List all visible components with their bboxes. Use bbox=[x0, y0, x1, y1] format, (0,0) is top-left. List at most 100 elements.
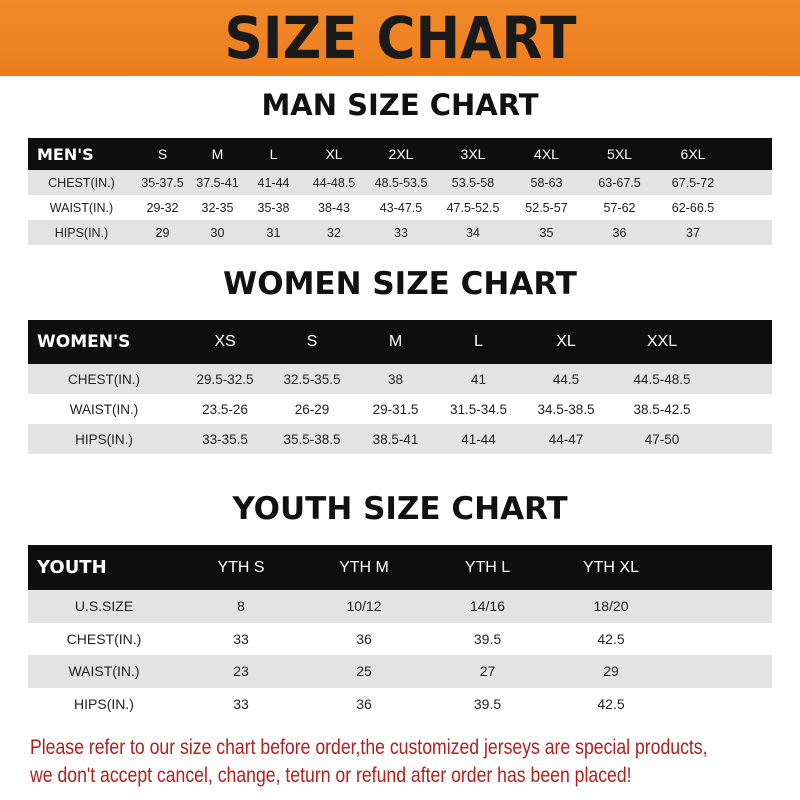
table-cell: 30 bbox=[190, 220, 245, 245]
size-label: 6XL bbox=[656, 138, 730, 170]
row-label: U.S.SIZE bbox=[28, 590, 180, 623]
table-cell: 39.5 bbox=[426, 687, 549, 720]
youth-size-table: YOUTH YTH S YTH M YTH L YTH XL U.S.SIZE 8 10/12… bbox=[28, 545, 772, 720]
table-cell: 63-67.5 bbox=[583, 170, 656, 195]
table-cell: 58-63 bbox=[510, 170, 583, 195]
size-label: 2XL bbox=[366, 138, 436, 170]
table-cell: 36 bbox=[302, 622, 426, 655]
table-cell: 39.5 bbox=[426, 622, 549, 655]
table-cell: 44-47 bbox=[520, 424, 612, 454]
spacer-cell bbox=[712, 320, 772, 364]
row-label: HIPS(IN.) bbox=[28, 220, 135, 245]
size-label: XL bbox=[520, 320, 612, 364]
order-notice-line: Please refer to our size chart before or… bbox=[30, 736, 708, 759]
table-cell: 62-66.5 bbox=[656, 195, 730, 220]
table-cell: 33 bbox=[180, 687, 302, 720]
header-row: YOUTH YTH S YTH M YTH L YTH XL bbox=[28, 545, 772, 590]
table-cell: 37 bbox=[656, 220, 730, 245]
table-cell: 29 bbox=[135, 220, 190, 245]
spacer-cell bbox=[730, 195, 772, 220]
table-cell: 33-35.5 bbox=[180, 424, 270, 454]
table-cell: 44.5 bbox=[520, 364, 612, 394]
table-cell: 52.5-57 bbox=[510, 195, 583, 220]
table-cell: 33 bbox=[180, 622, 302, 655]
size-label: M bbox=[190, 138, 245, 170]
size-label: YTH S bbox=[180, 545, 302, 590]
table-cell: 18/20 bbox=[549, 590, 673, 623]
spacer-cell bbox=[673, 545, 772, 590]
table-cell: 29-32 bbox=[135, 195, 190, 220]
table-cell: 41-44 bbox=[245, 170, 302, 195]
table-cell: 38 bbox=[354, 364, 437, 394]
row-label: HIPS(IN.) bbox=[28, 687, 180, 720]
size-label: L bbox=[437, 320, 520, 364]
table-row: HIPS(IN.) 33-35.5 35.5-38.5 38.5-41 41-44 44-… bbox=[28, 424, 772, 454]
table-cell: 32-35 bbox=[190, 195, 245, 220]
size-label: YTH XL bbox=[549, 545, 673, 590]
spacer-cell bbox=[730, 170, 772, 195]
men-size-table: MEN'S S M L XL 2XL 3XL 4XL 5XL 6XL CHEST(IN.) 35-37… bbox=[28, 138, 772, 245]
size-label: YTH M bbox=[302, 545, 426, 590]
table-cell: 27 bbox=[426, 655, 549, 688]
spacer-cell bbox=[673, 622, 772, 655]
table-cell: 35-38 bbox=[245, 195, 302, 220]
size-label: XS bbox=[180, 320, 270, 364]
size-label: S bbox=[270, 320, 354, 364]
women-section-title: WOMEN SIZE CHART bbox=[223, 266, 577, 302]
row-label: CHEST(IN.) bbox=[28, 622, 180, 655]
size-label: L bbox=[245, 138, 302, 170]
table-row: HIPS(IN.) 33 36 39.5 42.5 bbox=[28, 687, 772, 720]
spacer-cell bbox=[730, 220, 772, 245]
table-cell: 37.5-41 bbox=[190, 170, 245, 195]
row-label: CHEST(IN.) bbox=[28, 170, 135, 195]
table-row: CHEST(IN.) 35-37.5 37.5-41 41-44 44-48.5 48.5… bbox=[28, 170, 772, 195]
table-cell: 38-43 bbox=[302, 195, 366, 220]
table-cell: 38.5-41 bbox=[354, 424, 437, 454]
order-notice: Please refer to our size chart before or… bbox=[30, 734, 708, 790]
size-label: XL bbox=[302, 138, 366, 170]
order-notice-line: we don't accept cancel, change, teturn o… bbox=[30, 764, 632, 787]
spacer-cell bbox=[673, 655, 772, 688]
table-row: U.S.SIZE 8 10/12 14/16 18/20 bbox=[28, 590, 772, 623]
header-row: MEN'S S M L XL 2XL 3XL 4XL 5XL 6XL bbox=[28, 138, 772, 170]
table-cell: 31.5-34.5 bbox=[437, 394, 520, 424]
table-heading: YOUTH bbox=[28, 545, 180, 590]
row-label: WAIST(IN.) bbox=[28, 195, 135, 220]
table-cell: 14/16 bbox=[426, 590, 549, 623]
table-cell: 29.5-32.5 bbox=[180, 364, 270, 394]
table-cell: 34 bbox=[436, 220, 510, 245]
table-cell: 42.5 bbox=[549, 622, 673, 655]
table-row: WAIST(IN.) 23.5-26 26-29 29-31.5 31.5-34.5 34… bbox=[28, 394, 772, 424]
women-size-table: WOMEN'S XS S M L XL XXL CHEST(IN.) 29.5-32.5 32.5… bbox=[28, 320, 772, 454]
men-section-title: MAN SIZE CHART bbox=[261, 88, 539, 122]
table-cell: 33 bbox=[366, 220, 436, 245]
spacer-cell bbox=[730, 138, 772, 170]
size-label: M bbox=[354, 320, 437, 364]
banner: SIZE CHART bbox=[0, 0, 800, 76]
banner-title: SIZE CHART bbox=[223, 4, 577, 72]
table-cell: 43-47.5 bbox=[366, 195, 436, 220]
table-heading: MEN'S bbox=[28, 138, 135, 170]
size-label: YTH L bbox=[426, 545, 549, 590]
table-cell: 35-37.5 bbox=[135, 170, 190, 195]
row-label: HIPS(IN.) bbox=[28, 424, 180, 454]
size-label: 5XL bbox=[583, 138, 656, 170]
table-cell: 29 bbox=[549, 655, 673, 688]
table-cell: 32 bbox=[302, 220, 366, 245]
table-row: HIPS(IN.) 29 30 31 32 33 34 35 36 37 bbox=[28, 220, 772, 245]
table-cell: 38.5-42.5 bbox=[612, 394, 712, 424]
size-label: 4XL bbox=[510, 138, 583, 170]
table-cell: 36 bbox=[583, 220, 656, 245]
table-cell: 25 bbox=[302, 655, 426, 688]
table-cell: 41-44 bbox=[437, 424, 520, 454]
row-label: CHEST(IN.) bbox=[28, 364, 180, 394]
table-cell: 44.5-48.5 bbox=[612, 364, 712, 394]
spacer-cell bbox=[712, 424, 772, 454]
table-cell: 44-48.5 bbox=[302, 170, 366, 195]
youth-section-title: YOUTH SIZE CHART bbox=[232, 491, 568, 527]
table-cell: 67.5-72 bbox=[656, 170, 730, 195]
table-cell: 47-50 bbox=[612, 424, 712, 454]
spacer-cell bbox=[673, 590, 772, 623]
table-cell: 8 bbox=[180, 590, 302, 623]
table-cell: 47.5-52.5 bbox=[436, 195, 510, 220]
